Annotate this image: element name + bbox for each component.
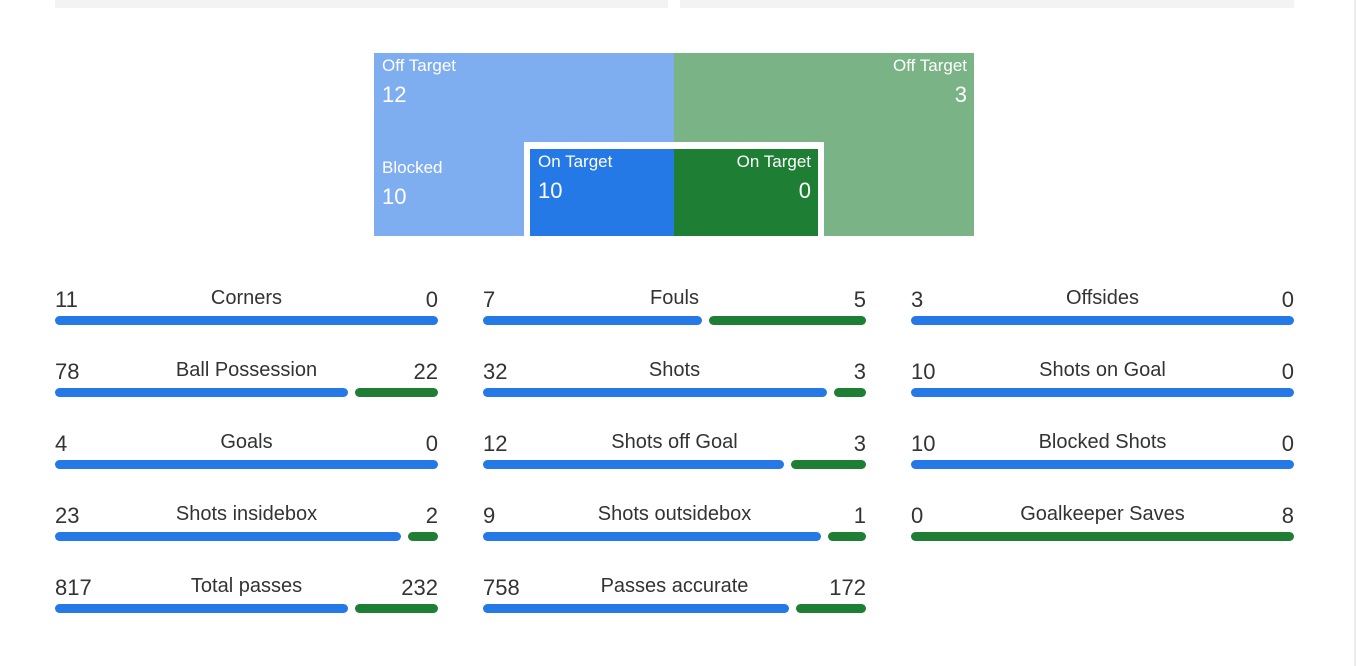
- stat-row: 32 Shots 3: [483, 358, 866, 398]
- stat-name: Shots: [648, 359, 701, 381]
- home-off-target-value: 12: [382, 82, 407, 107]
- away-on-target-zone: On Target 0: [674, 149, 818, 236]
- away-share-bar: [355, 388, 438, 397]
- stat-name: Shots on Goal: [1039, 359, 1166, 381]
- stat-home-value: 10: [911, 359, 936, 384]
- stat-name: Goals: [220, 431, 273, 453]
- stat-name: Blocked Shots: [1038, 431, 1167, 453]
- away-share-bar: [796, 604, 866, 613]
- stat-away-value: 0: [1281, 431, 1294, 456]
- home-blocked-label: Blocked: [382, 158, 443, 177]
- away-share-bar: [709, 316, 866, 325]
- home-share-bar: [483, 532, 821, 541]
- stat-away-value: 3: [853, 359, 866, 384]
- stat-row: 10 Shots on Goal 0: [911, 358, 1294, 398]
- stat-name: Offsides: [1066, 287, 1139, 309]
- stat-row: 23 Shots insidebox 2: [55, 502, 438, 542]
- away-off-target-label: Off Target: [892, 56, 967, 75]
- stat-away-value: 0: [1281, 287, 1294, 312]
- stat-home-value: 11: [55, 287, 78, 312]
- home-blocked-value: 10: [382, 184, 407, 209]
- stat-row: 0 Goalkeeper Saves 8: [911, 502, 1294, 542]
- stat-away-value: 0: [425, 431, 438, 456]
- home-off-target-label: Off Target: [382, 56, 457, 75]
- stat-away-value: 5: [853, 287, 866, 312]
- home-share-bar: [483, 388, 827, 397]
- top-panel-left: [55, 0, 668, 8]
- stat-name: Total passes: [190, 575, 303, 597]
- stat-name: Shots insidebox: [175, 503, 318, 525]
- stat-away-value: 172: [829, 575, 866, 600]
- home-share-bar: [911, 316, 1294, 325]
- home-share-bar: [483, 460, 784, 469]
- stat-name: Goalkeeper Saves: [1020, 503, 1185, 525]
- away-share-bar: [408, 532, 438, 541]
- stat-home-value: 23: [55, 503, 80, 528]
- home-on-target-zone: On Target 10: [530, 149, 674, 236]
- stat-away-value: 232: [401, 575, 438, 600]
- stat-home-value: 3: [911, 287, 924, 312]
- home-share-bar: [55, 604, 348, 613]
- stat-row: 4 Goals 0: [55, 430, 438, 470]
- away-share-bar: [911, 532, 1294, 541]
- home-share-bar: [911, 388, 1294, 397]
- page-scrollbar[interactable]: [1354, 0, 1356, 666]
- stat-away-value: 1: [853, 503, 866, 528]
- stat-home-value: 817: [55, 575, 92, 600]
- stat-away-value: 3: [853, 431, 866, 456]
- home-share-bar: [483, 604, 789, 613]
- home-on-target-label: On Target: [538, 152, 613, 171]
- stat-away-value: 8: [1281, 503, 1294, 528]
- stat-row: 11 Corners 0: [55, 286, 438, 326]
- stat-row: 10 Blocked Shots 0: [911, 430, 1294, 470]
- stat-home-value: 9: [483, 503, 496, 528]
- stat-name: Passes accurate: [600, 575, 749, 597]
- stat-away-value: 22: [413, 359, 438, 384]
- stat-home-value: 758: [483, 575, 520, 600]
- home-share-bar: [55, 316, 438, 325]
- home-share-bar: [55, 460, 438, 469]
- shot-map: Off Target 12 Blocked 10 Off Target 3 On…: [374, 53, 974, 236]
- top-panel-right: [680, 0, 1294, 8]
- away-on-target-value: 0: [798, 178, 811, 203]
- stat-name: Fouls: [650, 287, 699, 309]
- home-on-target-value: 10: [538, 178, 563, 203]
- stat-name: Corners: [210, 287, 283, 309]
- stat-name: Shots off Goal: [611, 431, 738, 453]
- stat-row: 78 Ball Possession 22: [55, 358, 438, 398]
- home-share-bar: [483, 316, 702, 325]
- away-share-bar: [791, 460, 866, 469]
- away-share-bar: [834, 388, 866, 397]
- stat-home-value: 32: [483, 359, 508, 384]
- stat-away-value: 2: [425, 503, 438, 528]
- home-share-bar: [55, 532, 401, 541]
- stat-row: 758 Passes accurate 172: [483, 574, 866, 614]
- home-share-bar: [55, 388, 348, 397]
- stat-home-value: 78: [55, 359, 80, 384]
- stat-home-value: 7: [483, 287, 496, 312]
- stat-row: 9 Shots outsidebox 1: [483, 502, 866, 542]
- stat-name: Ball Possession: [175, 359, 318, 381]
- stat-home-value: 10: [911, 431, 936, 456]
- stat-home-value: 12: [483, 431, 508, 456]
- stat-row: 3 Offsides 0: [911, 286, 1294, 326]
- stat-away-value: 0: [1281, 359, 1294, 384]
- away-share-bar: [828, 532, 866, 541]
- stat-row: 817 Total passes 232: [55, 574, 438, 614]
- home-share-bar: [911, 460, 1294, 469]
- stat-home-value: 0: [911, 503, 924, 528]
- stat-row: 12 Shots off Goal 3: [483, 430, 866, 470]
- stat-row: 7 Fouls 5: [483, 286, 866, 326]
- stat-name: Shots outsidebox: [597, 503, 752, 525]
- stat-away-value: 0: [425, 287, 438, 312]
- away-on-target-label: On Target: [736, 152, 811, 171]
- away-share-bar: [355, 604, 438, 613]
- stat-home-value: 4: [55, 431, 68, 456]
- away-off-target-value: 3: [954, 82, 967, 107]
